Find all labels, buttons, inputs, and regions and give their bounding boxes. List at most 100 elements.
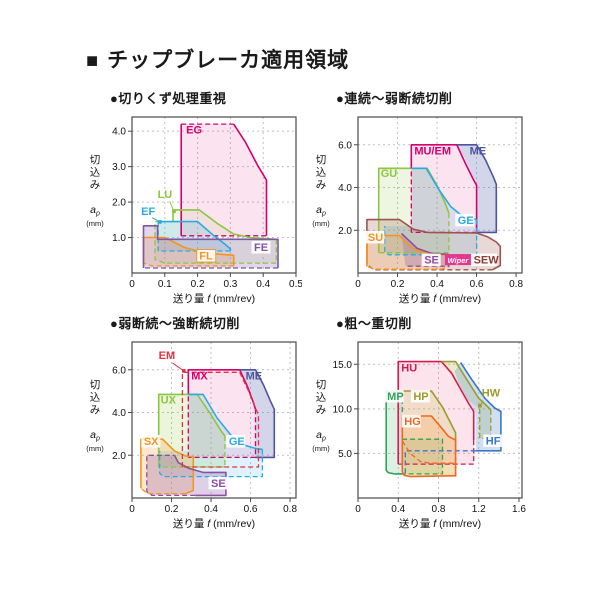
region-outline-dashed-ge bbox=[159, 449, 264, 478]
region-label-se: SE bbox=[211, 478, 226, 490]
region-mp bbox=[386, 391, 443, 474]
plot-frame bbox=[357, 341, 523, 499]
page-title-text: チップブレーカ適用領域 bbox=[107, 49, 350, 72]
y-axis-label-char: 切 bbox=[90, 379, 101, 391]
region-eg bbox=[181, 124, 267, 236]
title-square-icon: ■ bbox=[86, 50, 100, 72]
y-tick-label: 5.0 bbox=[338, 449, 352, 460]
x-tick-label: 0.6 bbox=[470, 279, 484, 290]
y-axis-label-char: み bbox=[90, 179, 101, 191]
chart-block-3: ●粗〜重切削 0 0.4 0.8 1.2 1.6 5.0 10.0 15.0 HU MP HP HG HW… bbox=[312, 313, 528, 530]
y-axis-label-symbol: ap bbox=[316, 429, 326, 443]
y-axis-label-char: 込 bbox=[90, 392, 101, 404]
region-label-me: ME bbox=[470, 145, 487, 157]
x-tick-label: 1.6 bbox=[512, 504, 526, 515]
y-tick-label: 10.0 bbox=[333, 404, 353, 415]
region-outline-fe bbox=[142, 225, 279, 268]
region-outline-eg bbox=[233, 123, 268, 236]
chart-title-2: ●弱断続〜強断続切削 bbox=[110, 316, 240, 331]
region-outline-dashed-su bbox=[366, 254, 450, 270]
y-tick-label: 15.0 bbox=[333, 360, 353, 371]
x-tick-label: 0 bbox=[355, 504, 361, 515]
x-tick-label: 0.2 bbox=[391, 279, 405, 290]
region-gu bbox=[378, 168, 449, 253]
label-bg bbox=[401, 414, 421, 428]
region-label-hw: HW bbox=[482, 387, 501, 399]
chart-title-0: ●切りくず処理重視 bbox=[110, 91, 227, 106]
chart-block-2: ●弱断続〜強断続切削 0 0.2 0.4 0.6 0.8 2.0 4.0 6.0 EM MX ME UX… bbox=[86, 313, 302, 530]
callout-line bbox=[172, 362, 185, 372]
y-axis-label-char: み bbox=[316, 179, 327, 191]
x-tick-label: 0.1 bbox=[158, 279, 172, 290]
y-axis-label-char: み bbox=[316, 404, 327, 416]
y-tick-label: 2.0 bbox=[338, 226, 352, 237]
plot-frame bbox=[357, 116, 523, 274]
region-label-mp: MP bbox=[387, 391, 404, 403]
region-label-lu: LU bbox=[158, 189, 173, 201]
region-label-ge: GE bbox=[458, 215, 474, 227]
region-outline-ge bbox=[188, 393, 263, 451]
region-outline-dashed-ge bbox=[384, 219, 478, 256]
region-outline-sew bbox=[366, 218, 502, 271]
label-bg bbox=[208, 476, 228, 490]
region-outline-dashed-sew bbox=[366, 263, 493, 271]
callout-dot-icon bbox=[158, 220, 162, 224]
plot-frame bbox=[131, 116, 297, 274]
label-bg bbox=[471, 253, 498, 267]
region-label-gu: GU bbox=[381, 168, 398, 180]
label-bg bbox=[421, 253, 441, 267]
x-tick-label: 0.2 bbox=[165, 504, 179, 515]
label-bg bbox=[410, 389, 430, 403]
chart-title-3: ●粗〜重切削 bbox=[336, 316, 412, 331]
region-label-se: SE bbox=[424, 255, 439, 267]
region-label-sx: SX bbox=[144, 436, 159, 448]
region-outline-hu bbox=[397, 360, 475, 465]
y-tick-label: 4.0 bbox=[338, 183, 352, 194]
label-bg bbox=[384, 389, 404, 403]
region-label-ux: UX bbox=[161, 395, 177, 407]
callout-dot-icon bbox=[478, 403, 482, 408]
x-axis-label: 送り量 f (mm/rev) bbox=[173, 517, 255, 530]
y-tick-label: 2.0 bbox=[112, 451, 126, 462]
callout-dot-icon bbox=[181, 369, 186, 373]
y-axis-unit: (mm) bbox=[86, 219, 104, 228]
page-title: ■ チップブレーカ適用領域 bbox=[86, 44, 600, 74]
callout-dot-icon bbox=[172, 209, 176, 214]
x-axis-label: 送り量 f (mm/rev) bbox=[399, 292, 481, 305]
label-bg bbox=[251, 241, 271, 254]
region-label-su: SU bbox=[368, 232, 383, 244]
label-bg bbox=[483, 434, 503, 448]
chart-block-1: ●連続〜弱断続切削 0 0.2 0.4 0.6 0.8 2.0 4.0 6.0 GU MU/EM ME… bbox=[312, 88, 528, 305]
label-bg bbox=[365, 230, 385, 244]
y-axis-label-char: 込 bbox=[90, 167, 101, 179]
x-tick-label: 0.4 bbox=[391, 504, 405, 515]
x-tick-label: 0.6 bbox=[244, 504, 258, 515]
y-tick-label: 3.0 bbox=[112, 162, 126, 173]
y-axis-unit: (mm) bbox=[312, 219, 330, 228]
x-tick-label: 0.4 bbox=[204, 504, 218, 515]
region-label-ge: GE bbox=[229, 436, 245, 448]
plot-frame bbox=[131, 341, 297, 499]
y-axis-label-char: 切 bbox=[90, 154, 101, 166]
y-tick-label: 4.0 bbox=[112, 408, 126, 419]
region-outline-dashed-lu bbox=[154, 220, 277, 264]
x-tick-label: 0.3 bbox=[223, 279, 237, 290]
chart-plot-3: 0 0.4 0.8 1.2 1.6 5.0 10.0 15.0 HU MP HP HG HW HF 送り量 … bbox=[312, 341, 526, 530]
label-bg bbox=[226, 435, 246, 448]
region-outline-ux bbox=[157, 393, 226, 467]
x-tick-label: 0 bbox=[129, 504, 135, 515]
x-tick-label: 1.2 bbox=[472, 504, 486, 515]
x-tick-label: 0.4 bbox=[256, 279, 270, 290]
region-outline-dashed-fl bbox=[143, 262, 234, 267]
region-label-ef: EF bbox=[141, 206, 155, 218]
y-axis-label-char: 込 bbox=[316, 392, 327, 404]
region-me bbox=[456, 144, 497, 233]
region-outline-dashed-em bbox=[181, 371, 260, 468]
region-label-sew: SEW bbox=[474, 255, 500, 267]
y-tick-label: 6.0 bbox=[338, 140, 352, 151]
wiper-badge bbox=[444, 254, 471, 266]
region-outline-se bbox=[173, 454, 227, 497]
region-label-hp: HP bbox=[413, 391, 428, 403]
region-label-me: ME bbox=[246, 370, 262, 382]
